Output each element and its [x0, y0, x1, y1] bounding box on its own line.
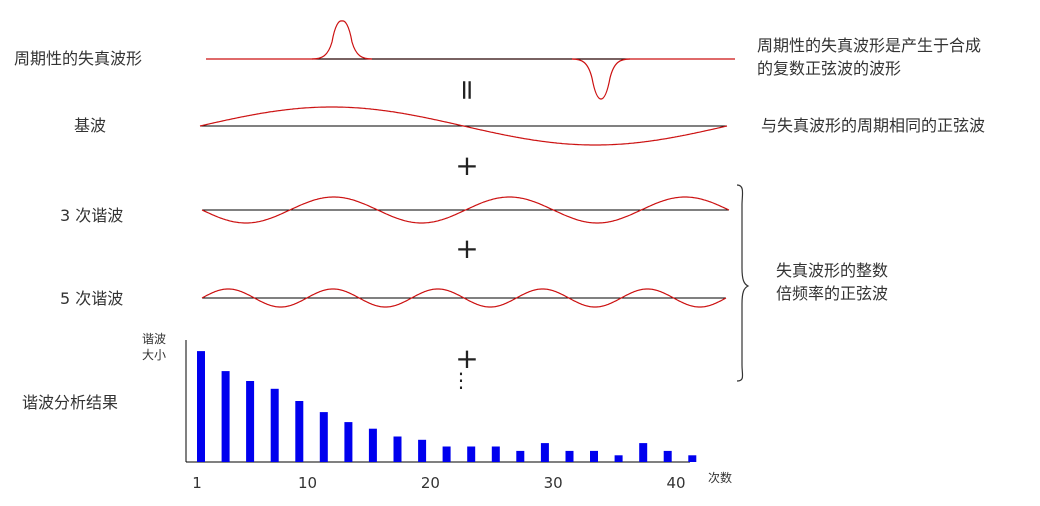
bar-harmonic-23 [467, 446, 476, 462]
bar-harmonic-21 [442, 446, 451, 462]
bar-harmonic-29 [540, 443, 549, 462]
distorted-wave-trough [571, 58, 631, 100]
harmonics-brace [736, 184, 750, 382]
fundamental-wave-desc: 与失真波形的周期相同的正弦波 [761, 116, 985, 135]
chart-x-ticks: 1 10 20 30 40 [192, 474, 685, 492]
plus-sign-1: + [455, 149, 478, 182]
third-harmonic-wave [201, 196, 730, 224]
bar-harmonic-9 [295, 401, 304, 462]
bar-harmonic-19 [418, 439, 427, 462]
bar-harmonic-31 [565, 450, 574, 462]
x-tick-40: 40 [666, 474, 685, 492]
distorted-wave-label: 周期性的失真波形 [14, 49, 142, 68]
fundamental-wave [199, 106, 728, 146]
bar-harmonic-5 [246, 381, 255, 462]
third-harmonic-label: 3 次谐波 [60, 206, 123, 225]
x-tick-10: 10 [298, 474, 317, 492]
bar-harmonic-15 [368, 428, 377, 462]
distorted-wave-peak [311, 20, 373, 60]
bar-harmonic-17 [393, 436, 402, 462]
bar-harmonic-11 [319, 412, 328, 462]
bar-harmonic-39 [663, 450, 672, 462]
x-axis-label: 次数 [708, 470, 732, 485]
chart-bars [197, 351, 697, 462]
chart-title: 谐波分析结果 [22, 393, 118, 412]
bar-harmonic-33 [590, 450, 598, 462]
continuation-dots: ⋮ [451, 368, 471, 392]
y-axis-label-line1: 谐波 [142, 332, 166, 346]
x-tick-20: 20 [421, 474, 440, 492]
fifth-harmonic-label: 5 次谐波 [60, 289, 123, 308]
plus-sign-2: + [455, 232, 478, 265]
distorted-wave-desc-line1: 周期性的失真波形是产生于合成 [757, 36, 981, 55]
bar-harmonic-13 [344, 422, 353, 462]
x-tick-30: 30 [544, 474, 563, 492]
x-tick-1: 1 [192, 474, 202, 492]
bar-harmonic-37 [639, 443, 648, 462]
distorted-wave-desc-line2: 的复数正弦波的波形 [757, 59, 901, 78]
fifth-harmonic-wave [201, 288, 727, 308]
brace-text-line1: 失真波形的整数 [776, 261, 888, 280]
bar-harmonic-25 [491, 446, 500, 462]
bar-harmonic-41 [688, 455, 697, 462]
bar-harmonic-35 [614, 455, 623, 462]
brace-text-line2: 倍频率的正弦波 [776, 284, 888, 303]
bar-harmonic-3 [221, 371, 230, 462]
y-axis-label-line2: 大小 [142, 348, 166, 362]
bar-harmonic-27 [516, 450, 525, 462]
bar-harmonic-7 [270, 388, 279, 462]
bar-harmonic-1 [197, 351, 205, 462]
equal-sign: = [451, 78, 484, 101]
plus-sign-3: + [455, 342, 478, 375]
fundamental-wave-label: 基波 [74, 116, 106, 135]
